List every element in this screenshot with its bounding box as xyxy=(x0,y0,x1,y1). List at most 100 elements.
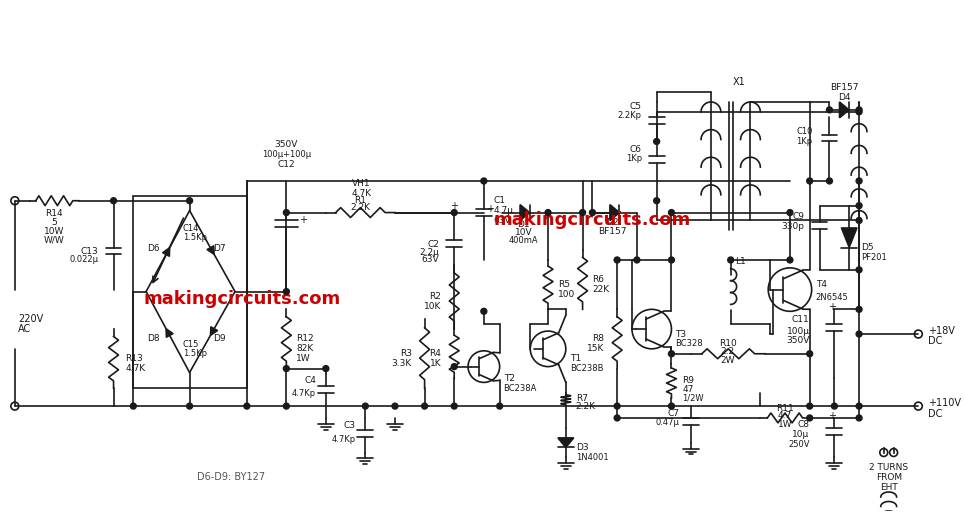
Text: 1.5Kp: 1.5Kp xyxy=(182,233,206,242)
Text: C12: C12 xyxy=(278,160,295,169)
Text: 22K: 22K xyxy=(593,285,609,294)
Text: FROM: FROM xyxy=(875,473,901,482)
Circle shape xyxy=(807,351,813,357)
Text: T2: T2 xyxy=(503,374,515,383)
Text: 0.022μ: 0.022μ xyxy=(69,255,98,265)
Text: 2.2: 2.2 xyxy=(721,347,735,356)
Circle shape xyxy=(668,257,675,263)
Text: VH1: VH1 xyxy=(352,179,371,189)
Circle shape xyxy=(826,107,832,113)
Text: D7: D7 xyxy=(213,244,226,252)
Text: C2: C2 xyxy=(428,240,440,249)
Text: +110V: +110V xyxy=(928,398,961,408)
Text: R10: R10 xyxy=(719,339,736,348)
Polygon shape xyxy=(521,205,529,221)
Text: D1: D1 xyxy=(517,220,529,229)
Text: D8: D8 xyxy=(147,335,159,343)
Text: 63V: 63V xyxy=(422,255,440,265)
Circle shape xyxy=(856,107,862,113)
Circle shape xyxy=(362,403,368,409)
Polygon shape xyxy=(163,248,170,256)
Text: 1/2W: 1/2W xyxy=(683,394,704,402)
Text: 100μ+100μ: 100μ+100μ xyxy=(262,150,311,159)
Text: 4.7: 4.7 xyxy=(778,412,792,420)
Text: R13: R13 xyxy=(125,354,144,363)
Text: +18V: +18V xyxy=(928,326,955,336)
Text: D3: D3 xyxy=(576,443,588,452)
Text: 2.2K: 2.2K xyxy=(351,203,370,212)
Text: 350V: 350V xyxy=(275,140,298,149)
Circle shape xyxy=(787,210,793,215)
Text: 330p: 330p xyxy=(782,222,805,231)
Circle shape xyxy=(668,403,675,409)
Circle shape xyxy=(654,198,659,204)
Text: +: + xyxy=(828,302,837,313)
Text: DC: DC xyxy=(928,409,943,419)
Text: C15: C15 xyxy=(182,340,199,350)
Text: 1Kp: 1Kp xyxy=(626,154,642,163)
Text: 4.7Kp: 4.7Kp xyxy=(292,389,316,398)
Text: R2: R2 xyxy=(430,292,442,301)
Circle shape xyxy=(856,109,862,115)
Text: AC: AC xyxy=(17,324,31,334)
Text: +: + xyxy=(450,200,458,211)
Circle shape xyxy=(111,198,117,204)
Circle shape xyxy=(614,257,620,263)
Text: 1.5Kp: 1.5Kp xyxy=(182,350,206,358)
Text: 10V: 10V xyxy=(515,228,532,237)
Polygon shape xyxy=(558,438,574,447)
Circle shape xyxy=(187,198,193,204)
Text: 0.47μ: 0.47μ xyxy=(656,418,680,427)
Text: C11: C11 xyxy=(792,315,810,324)
Circle shape xyxy=(614,415,620,421)
Text: D6: D6 xyxy=(147,244,159,252)
Circle shape xyxy=(451,363,457,370)
Text: T3: T3 xyxy=(676,329,686,339)
Text: 3.3K: 3.3K xyxy=(391,359,412,368)
Text: C6: C6 xyxy=(629,145,642,154)
Circle shape xyxy=(545,210,551,215)
Text: +: + xyxy=(486,204,494,214)
Text: R4: R4 xyxy=(430,350,442,358)
Circle shape xyxy=(807,178,813,184)
Text: 2.2Kp: 2.2Kp xyxy=(618,112,642,120)
Circle shape xyxy=(826,178,832,184)
Text: C4: C4 xyxy=(304,376,316,385)
Polygon shape xyxy=(166,328,174,337)
Text: C13: C13 xyxy=(81,247,98,255)
Text: L1: L1 xyxy=(736,258,746,266)
Text: X1: X1 xyxy=(733,77,745,87)
Text: 1Kp: 1Kp xyxy=(796,137,813,146)
Text: C1: C1 xyxy=(494,196,506,205)
Circle shape xyxy=(283,365,289,372)
Text: BC238B: BC238B xyxy=(570,364,603,373)
Bar xyxy=(133,196,247,389)
Text: makingcircuits.com: makingcircuits.com xyxy=(144,290,340,308)
Text: 15K: 15K xyxy=(587,344,604,353)
Text: 4.7Kp: 4.7Kp xyxy=(332,435,356,444)
Text: 4.7K: 4.7K xyxy=(125,364,146,373)
Text: 1K: 1K xyxy=(430,359,442,368)
Circle shape xyxy=(856,267,862,273)
Text: 4.7K: 4.7K xyxy=(351,189,371,198)
Circle shape xyxy=(283,288,289,295)
Text: R8: R8 xyxy=(592,335,604,343)
Text: R9: R9 xyxy=(683,376,694,385)
Text: C10: C10 xyxy=(796,127,813,136)
Text: +: + xyxy=(299,215,308,226)
Text: R14: R14 xyxy=(45,209,63,218)
Text: 63V: 63V xyxy=(494,216,511,225)
Text: D5: D5 xyxy=(861,243,873,252)
Text: 220V: 220V xyxy=(17,314,43,324)
Text: 2 TURNS: 2 TURNS xyxy=(870,463,908,472)
Text: 1W: 1W xyxy=(296,354,310,363)
Circle shape xyxy=(323,365,329,372)
Text: R3: R3 xyxy=(400,350,412,358)
Circle shape xyxy=(496,403,502,409)
Text: 2N6545: 2N6545 xyxy=(816,293,848,302)
Circle shape xyxy=(856,178,862,184)
Text: T4: T4 xyxy=(816,280,826,289)
Text: BC238A: BC238A xyxy=(503,384,537,393)
Text: D9: D9 xyxy=(213,335,226,343)
Text: 82K: 82K xyxy=(296,344,313,353)
